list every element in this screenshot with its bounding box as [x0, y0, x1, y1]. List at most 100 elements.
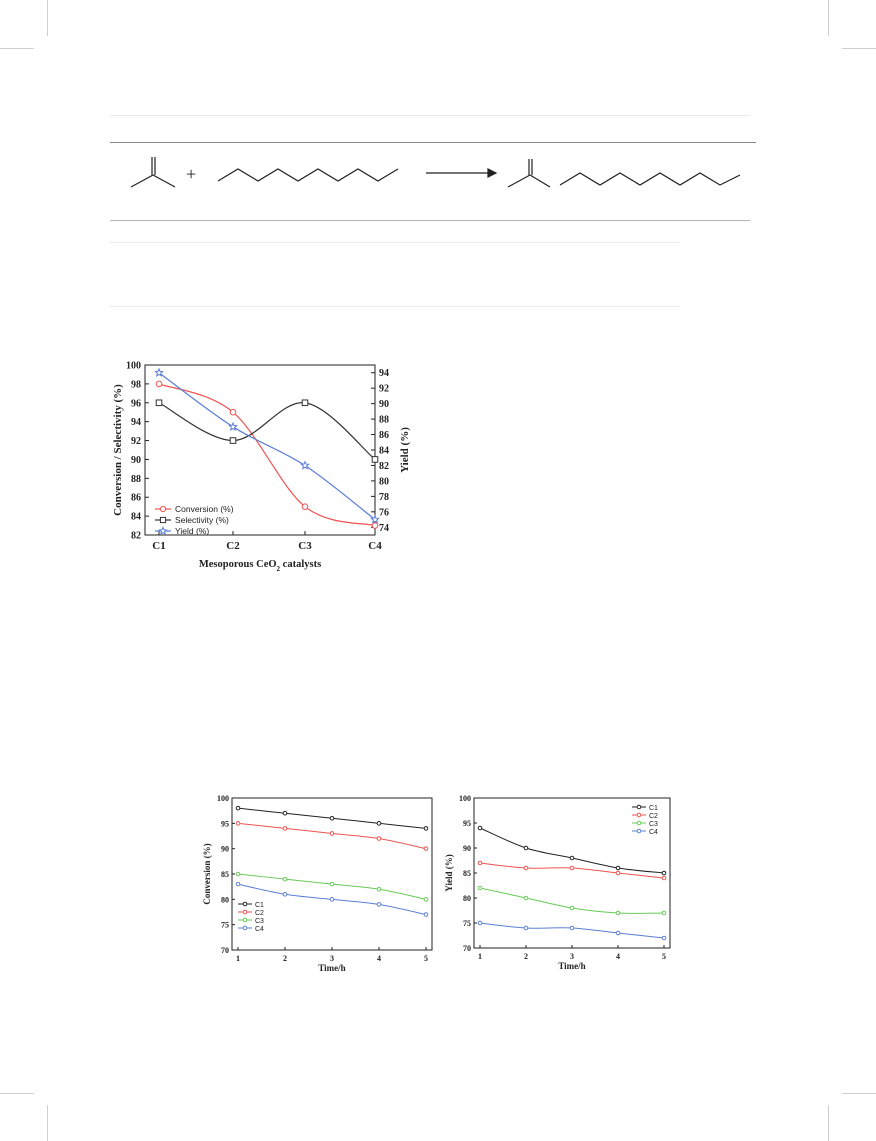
data-marker: [615, 930, 621, 936]
data-marker: [329, 831, 335, 836]
conversion-vs-time-chart: 70 75 80 85 90 95 100 1 2 3 4 5 Time/h Conversion (%)…: [202, 794, 433, 973]
data-marker: [523, 895, 529, 901]
data-marker: [615, 870, 621, 876]
data-marker: [371, 456, 379, 463]
x-axis-title: Mesoporous CeO2 catalysts: [199, 559, 321, 573]
data-marker: [477, 885, 483, 891]
series-c3: [477, 885, 667, 916]
data-marker: [282, 891, 288, 897]
series-line: [237, 822, 427, 850]
data-marker: [154, 367, 164, 377]
series-yield: [154, 367, 380, 524]
faint-rule: [110, 306, 680, 307]
y-tick-label: 95: [221, 819, 229, 828]
data-marker: [661, 870, 667, 876]
crop-mark: [828, 1105, 829, 1141]
legend-label: C3: [649, 821, 658, 828]
series-line: [479, 922, 665, 939]
legend-item: C2: [238, 909, 264, 917]
legend-item: C4: [238, 925, 264, 933]
series-c1: [235, 805, 429, 831]
data-marker: [155, 380, 163, 388]
y-tick-label: 94: [131, 417, 141, 428]
data-marker: [242, 925, 248, 931]
series-line: [158, 372, 376, 521]
y-tick-label: 100: [217, 794, 229, 803]
data-marker: [301, 503, 309, 510]
data-marker: [477, 825, 483, 831]
legend-label: C2: [649, 813, 658, 820]
y-tick-label: 84: [131, 512, 141, 523]
data-marker: [523, 925, 529, 931]
crop-mark: [0, 48, 34, 49]
data-marker: [636, 812, 642, 818]
data-marker: [615, 865, 621, 871]
legend-label: C2: [255, 910, 264, 917]
data-marker: [636, 828, 642, 834]
legend-item: Conversion (%): [155, 504, 234, 514]
y2-tick-label: 76: [379, 507, 389, 518]
legend-label: Selectivity (%): [175, 515, 229, 525]
table-rule-mid: [110, 220, 750, 221]
data-marker: [371, 522, 379, 529]
y-tick-label: 90: [463, 844, 471, 853]
x-tick-label: 3: [570, 952, 574, 961]
data-marker: [159, 516, 167, 524]
x-tick-label: 1: [236, 954, 240, 963]
y-tick-label: 90: [221, 845, 229, 854]
data-marker: [235, 805, 241, 811]
faint-rule: [110, 115, 750, 116]
data-marker: [569, 865, 575, 871]
x-tick-label: 2: [524, 952, 528, 961]
data-marker: [235, 881, 241, 887]
x-axis-title: Time/h: [558, 961, 585, 971]
y-tick-label: 80: [463, 894, 471, 903]
y-tick-label: 85: [463, 869, 471, 878]
x-tick-label: 1: [478, 952, 482, 961]
legend: Conversion (%)Selectivity (%)Yield (%): [155, 504, 234, 536]
legend-item: C1: [632, 804, 658, 812]
y-axis-title: Yield (%): [444, 854, 454, 891]
y2-tick-label: 92: [379, 384, 389, 395]
y2-tick-label: 82: [379, 461, 389, 472]
y-tick-label: 70: [221, 946, 229, 955]
data-marker: [423, 897, 429, 902]
series-c4: [235, 881, 429, 917]
y-tick-label: 70: [463, 944, 471, 953]
x-tick-label: 4: [377, 954, 381, 963]
crop-mark: [842, 48, 876, 49]
x-axis-title: Time/h: [318, 963, 345, 973]
x-tick-label: 4: [616, 952, 620, 961]
y-tick-label: 88: [131, 474, 141, 485]
y-tick-label: 95: [463, 819, 471, 828]
data-marker: [636, 804, 642, 810]
y2-tick-label: 78: [379, 492, 389, 503]
y2-tick-label: 84: [379, 446, 389, 457]
y-tick-label: 86: [131, 493, 141, 504]
y-tick-label: 92: [131, 436, 141, 447]
series-c3: [235, 871, 429, 902]
plus-sign: +: [186, 164, 196, 184]
data-marker: [155, 399, 163, 407]
data-marker: [228, 421, 238, 431]
x-tick-label: C2: [226, 540, 240, 552]
data-marker: [282, 810, 288, 816]
crop-mark: [47, 0, 48, 36]
series-line: [158, 383, 376, 527]
alkane-chain-structure: [217, 168, 399, 182]
data-marker: [329, 815, 335, 821]
x-tick-label: 3: [330, 954, 334, 963]
legend-label: C3: [255, 918, 264, 925]
reaction-scheme: +: [130, 157, 741, 188]
legend-item: Selectivity (%): [155, 515, 229, 525]
y2-tick-label: 74: [379, 523, 389, 534]
table-rule-top: [110, 142, 756, 143]
data-marker: [300, 460, 310, 470]
data-marker: [661, 875, 667, 881]
data-marker: [376, 886, 382, 892]
data-marker: [661, 935, 667, 941]
data-marker: [282, 826, 288, 831]
data-marker: [158, 526, 168, 535]
